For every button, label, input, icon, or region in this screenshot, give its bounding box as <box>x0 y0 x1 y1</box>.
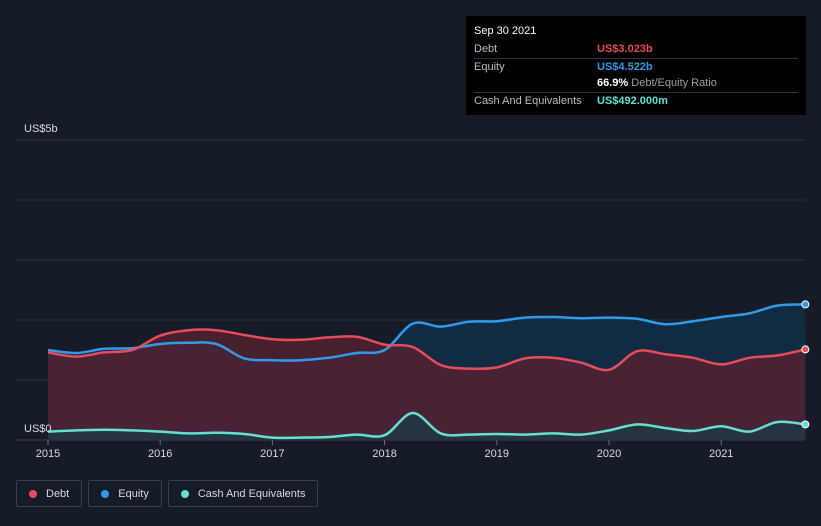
x-axis: 2015 2016 2017 2018 2019 2020 2021 <box>36 440 733 460</box>
legend-item-equity[interactable]: Equity <box>88 480 162 507</box>
cash-and-equivalents-line <box>47 411 806 440</box>
series-areas <box>48 304 806 440</box>
tooltip-label <box>474 75 597 92</box>
tooltip-value: 66.9% <box>597 77 629 89</box>
chart-legend: Debt Equity Cash And Equivalents <box>16 480 319 507</box>
series-lines <box>47 300 810 440</box>
tooltip-date: Sep 30 2021 <box>474 25 537 37</box>
x-tick-label: 2017 <box>260 448 284 460</box>
tooltip-label: Equity <box>474 60 505 73</box>
tooltip-row-ratio: 66.9% Debt/Equity Ratio <box>474 75 798 92</box>
cash-and-equivalents-end-point <box>801 420 810 429</box>
x-tick-label: 2019 <box>485 448 509 460</box>
equity-end-point <box>801 300 810 309</box>
data-tooltip: Sep 30 2021 Debt US$3.023b Equity US$4.5… <box>466 16 806 115</box>
legend-label: Cash And Equivalents <box>197 487 306 500</box>
x-tick-label: 2020 <box>597 448 621 460</box>
legend-item-debt[interactable]: Debt <box>16 480 83 507</box>
y-axis-bottom-label: US$0 <box>24 423 52 435</box>
tooltip-value: US$4.522b <box>597 60 653 73</box>
tooltip-label: Cash And Equivalents <box>474 94 582 107</box>
x-tick-label: 2021 <box>709 448 733 460</box>
legend-dot-icon <box>101 489 110 498</box>
tooltip-row-cash: Cash And Equivalents US$492.000m <box>474 91 798 110</box>
legend-label: Equity <box>118 487 149 500</box>
legend-dot-icon <box>29 489 37 498</box>
tooltip-value: US$492.000m <box>597 94 668 107</box>
x-tick-label: 2015 <box>36 448 60 460</box>
tooltip-suffix: Debt/Equity Ratio <box>631 77 717 89</box>
x-tick-label: 2018 <box>372 448 396 460</box>
tooltip-row-equity: Equity US$4.522b <box>474 57 798 76</box>
tooltip-row-debt: Debt US$3.023b <box>474 41 798 58</box>
cash-and-equivalents-area <box>48 412 806 440</box>
legend-label: Debt <box>46 487 70 500</box>
tooltip-label: Debt <box>474 43 498 55</box>
equity-line <box>47 303 806 362</box>
debt-end-point <box>801 345 810 354</box>
tooltip-value: US$3.023b <box>597 43 653 55</box>
x-tick-label: 2016 <box>148 448 172 460</box>
legend-dot-icon <box>180 489 189 498</box>
y-axis-top-label: US$5b <box>24 123 58 135</box>
debt-area <box>48 329 806 440</box>
debt-line <box>47 328 806 372</box>
legend-item-cash[interactable]: Cash And Equivalents <box>167 480 319 507</box>
